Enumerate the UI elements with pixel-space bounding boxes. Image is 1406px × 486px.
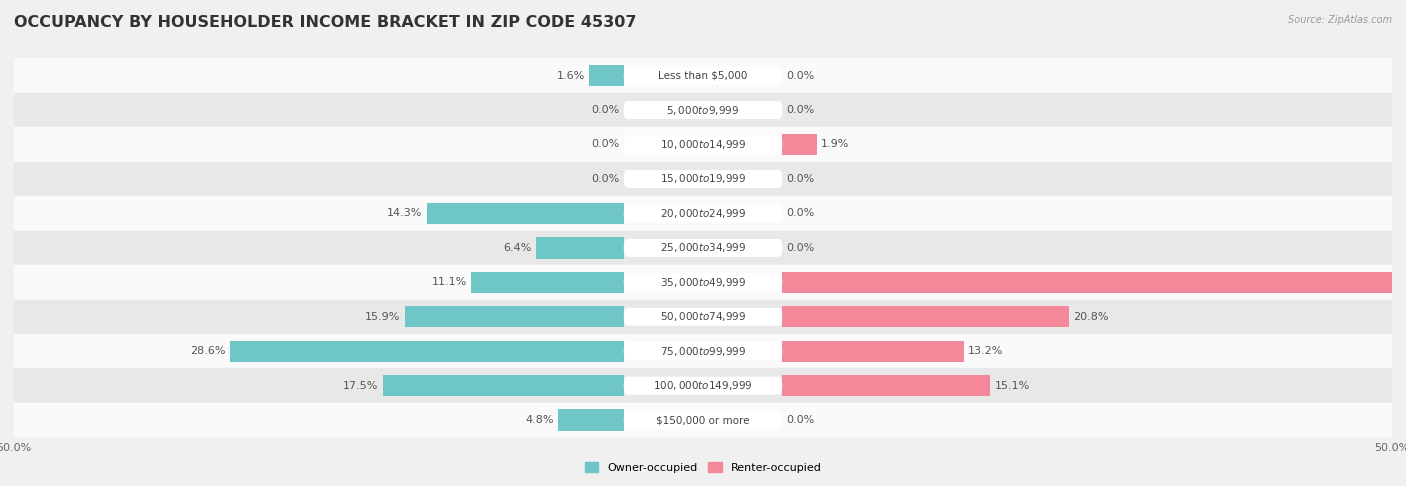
- Bar: [536, 237, 624, 259]
- Text: $50,000 to $74,999: $50,000 to $74,999: [659, 310, 747, 323]
- Bar: [405, 306, 624, 328]
- Bar: [14, 368, 1392, 403]
- Bar: [782, 375, 990, 397]
- Bar: [558, 410, 624, 431]
- Bar: [14, 93, 1392, 127]
- Text: 1.9%: 1.9%: [821, 139, 849, 150]
- Bar: [14, 403, 1392, 437]
- FancyBboxPatch shape: [624, 170, 782, 188]
- FancyBboxPatch shape: [624, 342, 782, 360]
- FancyBboxPatch shape: [624, 308, 782, 326]
- Text: Source: ZipAtlas.com: Source: ZipAtlas.com: [1288, 15, 1392, 25]
- Bar: [14, 299, 1392, 334]
- Bar: [14, 196, 1392, 231]
- FancyBboxPatch shape: [624, 101, 782, 119]
- Text: 0.0%: 0.0%: [786, 105, 814, 115]
- FancyBboxPatch shape: [624, 136, 782, 154]
- Bar: [14, 58, 1392, 93]
- Text: $100,000 to $149,999: $100,000 to $149,999: [654, 379, 752, 392]
- Text: 14.3%: 14.3%: [387, 208, 423, 218]
- FancyBboxPatch shape: [624, 239, 782, 257]
- Text: 0.0%: 0.0%: [786, 243, 814, 253]
- Text: $15,000 to $19,999: $15,000 to $19,999: [659, 173, 747, 186]
- Text: 17.5%: 17.5%: [343, 381, 378, 391]
- Text: 15.9%: 15.9%: [366, 312, 401, 322]
- Text: $10,000 to $14,999: $10,000 to $14,999: [659, 138, 747, 151]
- Text: 0.0%: 0.0%: [786, 415, 814, 425]
- Text: 0.0%: 0.0%: [786, 208, 814, 218]
- Bar: [229, 341, 624, 362]
- Bar: [14, 265, 1392, 299]
- Text: 0.0%: 0.0%: [592, 174, 620, 184]
- FancyBboxPatch shape: [624, 411, 782, 429]
- Text: $35,000 to $49,999: $35,000 to $49,999: [659, 276, 747, 289]
- Bar: [14, 162, 1392, 196]
- FancyBboxPatch shape: [624, 273, 782, 291]
- Text: 0.0%: 0.0%: [786, 70, 814, 81]
- Text: $5,000 to $9,999: $5,000 to $9,999: [666, 104, 740, 117]
- Text: $20,000 to $24,999: $20,000 to $24,999: [659, 207, 747, 220]
- Text: 0.0%: 0.0%: [786, 174, 814, 184]
- Text: 11.1%: 11.1%: [432, 278, 467, 287]
- FancyBboxPatch shape: [624, 67, 782, 85]
- Bar: [14, 334, 1392, 368]
- Text: 0.0%: 0.0%: [592, 139, 620, 150]
- Bar: [427, 203, 624, 224]
- FancyBboxPatch shape: [624, 205, 782, 223]
- Text: 4.8%: 4.8%: [524, 415, 554, 425]
- Text: Less than $5,000: Less than $5,000: [658, 70, 748, 81]
- Bar: [782, 306, 1069, 328]
- Text: 20.8%: 20.8%: [1073, 312, 1108, 322]
- Text: OCCUPANCY BY HOUSEHOLDER INCOME BRACKET IN ZIP CODE 45307: OCCUPANCY BY HOUSEHOLDER INCOME BRACKET …: [14, 15, 637, 30]
- FancyBboxPatch shape: [624, 377, 782, 395]
- Text: $25,000 to $34,999: $25,000 to $34,999: [659, 242, 747, 254]
- Bar: [14, 231, 1392, 265]
- Text: $150,000 or more: $150,000 or more: [657, 415, 749, 425]
- Text: $75,000 to $99,999: $75,000 to $99,999: [659, 345, 747, 358]
- Bar: [589, 65, 624, 86]
- Text: 6.4%: 6.4%: [503, 243, 531, 253]
- Bar: [382, 375, 624, 397]
- Text: 13.2%: 13.2%: [969, 346, 1004, 356]
- Text: 1.6%: 1.6%: [557, 70, 585, 81]
- Bar: [471, 272, 624, 293]
- Text: 28.6%: 28.6%: [190, 346, 225, 356]
- Bar: [782, 134, 817, 155]
- Text: 0.0%: 0.0%: [592, 105, 620, 115]
- Legend: Owner-occupied, Renter-occupied: Owner-occupied, Renter-occupied: [581, 458, 825, 477]
- Bar: [782, 272, 1406, 293]
- Bar: [782, 341, 965, 362]
- Bar: [14, 127, 1392, 162]
- Text: 15.1%: 15.1%: [994, 381, 1029, 391]
